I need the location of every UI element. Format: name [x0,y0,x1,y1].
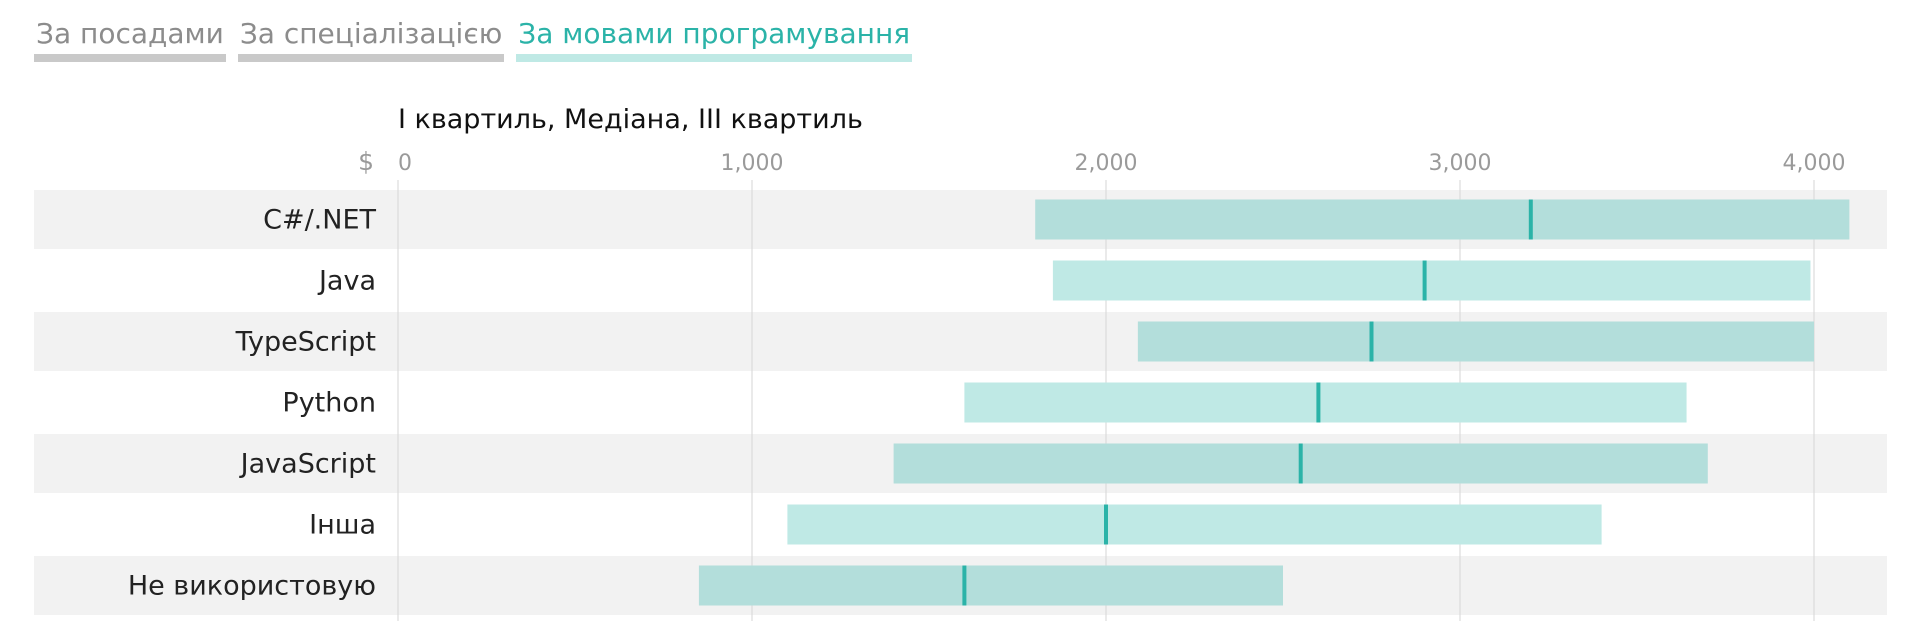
x-tick-label: 3,000 [1429,151,1492,176]
category-label: Python [282,388,376,419]
median-marker [1422,260,1427,301]
tab-by-specialization[interactable]: За спеціалізацією [237,14,505,62]
interquartile-bar [698,565,1283,606]
interquartile-bar [1052,260,1811,301]
interquartile-bar [1137,321,1814,362]
tab-by-programming-language[interactable]: За мовами програмування [516,14,913,62]
category-label: TypeScript [235,327,376,358]
x-tick-label: 0 [398,151,412,176]
category-label: Інша [309,510,376,541]
median-marker [962,565,967,606]
interquartile-bar [787,504,1602,545]
median-marker [1369,321,1374,362]
interquartile-bar [964,382,1687,423]
tab-by-position[interactable]: За посадами [34,14,226,62]
median-marker [1298,443,1303,484]
median-marker [1104,504,1108,545]
median-marker [1528,199,1533,240]
category-label: Не використовую [128,571,376,602]
tab-bar: За посадами За спеціалізацією За мовами … [34,14,913,62]
x-tick-label: 4,000 [1783,151,1846,176]
category-label: C#/.NET [263,205,376,236]
x-tick-label: 2,000 [1075,151,1138,176]
currency-label: $ [358,147,374,176]
category-label: JavaScript [239,449,376,480]
category-label: Java [317,266,376,297]
x-tick-label: 1,000 [721,151,784,176]
median-marker [1316,382,1321,423]
chart-title: І квартиль, Медіана, ІІІ квартиль [398,104,863,135]
interquartile-bar [1035,199,1850,240]
